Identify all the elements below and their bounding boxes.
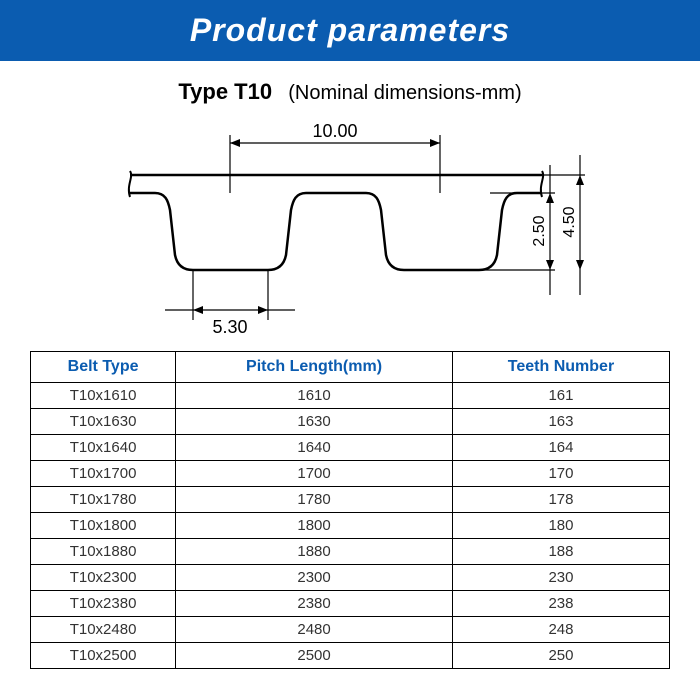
table-cell: T10x1610 [31, 383, 176, 409]
table-cell: 2380 [176, 591, 453, 617]
table-row: T10x16301630163 [31, 409, 670, 435]
table-cell: 1630 [176, 409, 453, 435]
table-row: T10x16101610161 [31, 383, 670, 409]
table-row: T10x23802380238 [31, 591, 670, 617]
table-row: T10x24802480248 [31, 617, 670, 643]
table-cell: 1610 [176, 383, 453, 409]
parameters-table: Belt Type Pitch Length(mm) Teeth Number … [30, 351, 670, 669]
table-cell: 238 [452, 591, 669, 617]
table-cell: 1780 [176, 487, 453, 513]
table-cell: 1640 [176, 435, 453, 461]
table-cell: 248 [452, 617, 669, 643]
col-teeth-number: Teeth Number [452, 352, 669, 383]
table-cell: 2480 [176, 617, 453, 643]
table-cell: T10x1630 [31, 409, 176, 435]
dim-right-inner-text: 2.50 [531, 215, 548, 246]
table-cell: 163 [452, 409, 669, 435]
table-cell: 178 [452, 487, 669, 513]
table-row: T10x16401640164 [31, 435, 670, 461]
table-cell: 2500 [176, 643, 453, 669]
table-cell: 164 [452, 435, 669, 461]
table-cell: T10x1800 [31, 513, 176, 539]
table-row: T10x17801780178 [31, 487, 670, 513]
table-cell: 250 [452, 643, 669, 669]
table-cell: 161 [452, 383, 669, 409]
table-cell: T10x1640 [31, 435, 176, 461]
table-row: T10x18001800180 [31, 513, 670, 539]
dim-top-text: 10.00 [312, 121, 357, 141]
table-cell: T10x1880 [31, 539, 176, 565]
table-cell: 1880 [176, 539, 453, 565]
page-header: Product parameters [0, 0, 700, 61]
dim-right-outer-text: 4.50 [561, 206, 578, 237]
table-row: T10x25002500250 [31, 643, 670, 669]
table-cell: 230 [452, 565, 669, 591]
table-cell: T10x2380 [31, 591, 176, 617]
table-cell: 2300 [176, 565, 453, 591]
table-cell: 188 [452, 539, 669, 565]
profile-diagram: 10.00 5.30 2.50 4.50 [110, 115, 590, 345]
table-cell: 1700 [176, 461, 453, 487]
table-header-row: Belt Type Pitch Length(mm) Teeth Number [31, 352, 670, 383]
table-cell: T10x1780 [31, 487, 176, 513]
col-pitch-length: Pitch Length(mm) [176, 352, 453, 383]
table-row: T10x17001700170 [31, 461, 670, 487]
table-cell: 180 [452, 513, 669, 539]
table-cell: 170 [452, 461, 669, 487]
type-note: (Nominal dimensions-mm) [288, 82, 521, 104]
subtitle: Type T10 (Nominal dimensions-mm) [0, 79, 700, 105]
table-row: T10x18801880188 [31, 539, 670, 565]
table-cell: T10x2300 [31, 565, 176, 591]
table-cell: T10x2500 [31, 643, 176, 669]
col-belt-type: Belt Type [31, 352, 176, 383]
table-cell: T10x2480 [31, 617, 176, 643]
table-cell: T10x1700 [31, 461, 176, 487]
table-cell: 1800 [176, 513, 453, 539]
dim-bottom-text: 5.30 [212, 317, 247, 337]
table-row: T10x23002300230 [31, 565, 670, 591]
header-title: Product parameters [190, 12, 510, 48]
type-label: Type T10 [178, 79, 272, 104]
